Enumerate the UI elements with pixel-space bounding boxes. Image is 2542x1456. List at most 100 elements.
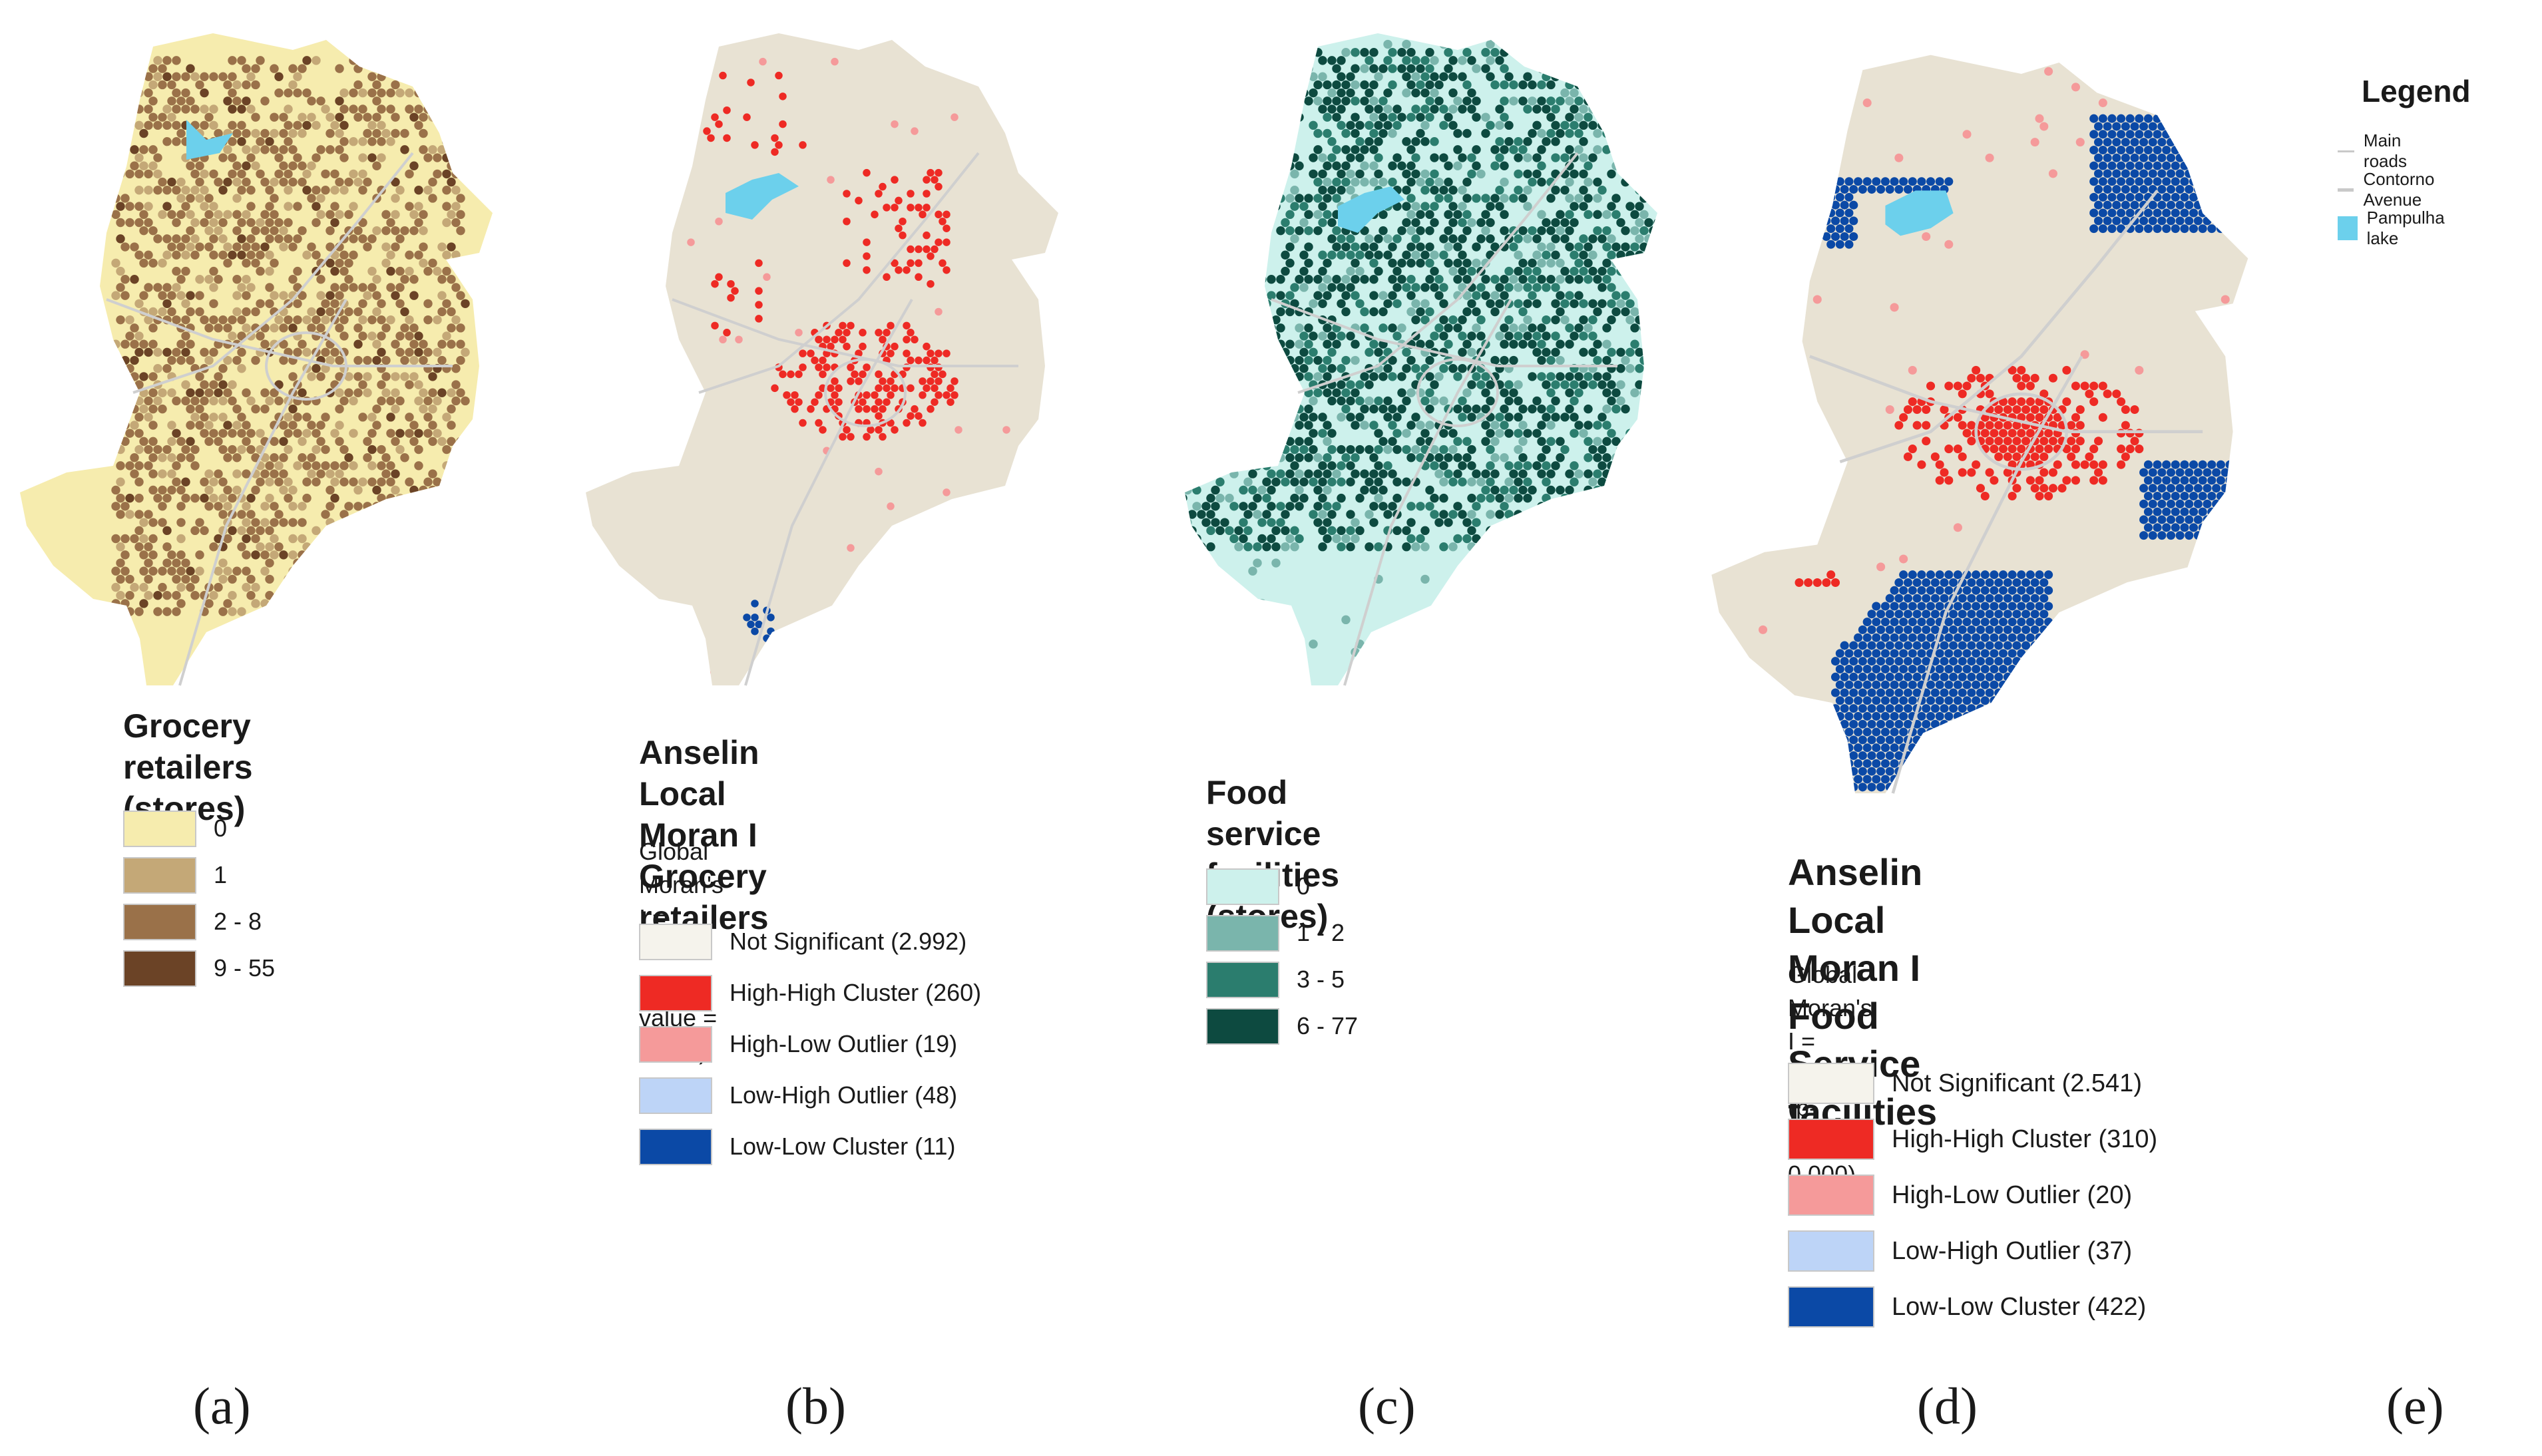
hex-cell (1430, 104, 1439, 114)
hex-cell (1038, 293, 1046, 302)
hex-cell (1285, 64, 1295, 73)
hex-cell (2189, 208, 2199, 218)
hex-cell (167, 291, 176, 300)
hex-cell (1639, 112, 1649, 122)
hex-cell (265, 493, 274, 503)
hex-cell (274, 542, 284, 552)
hex-cell (1239, 177, 1248, 187)
hex-cell (1220, 96, 1229, 106)
hex-cell (1211, 194, 1220, 203)
hex-cell (1313, 128, 1323, 138)
hex-cell (1486, 120, 1495, 130)
hex-cell (2121, 405, 2130, 415)
hex-cell (1597, 120, 1607, 130)
hex-cell (442, 526, 451, 536)
hex-cell (2098, 145, 2107, 154)
hex-cell (228, 104, 237, 114)
legend-item-c-2: 3 - 5 (1206, 960, 1345, 1000)
hex-cell (1972, 727, 1981, 737)
hex-cell (190, 413, 200, 422)
hex-cell (1579, 153, 1588, 162)
hex-cell (1215, 493, 1225, 503)
hex-cell (2003, 641, 2012, 650)
hex-cell (1663, 234, 1671, 243)
hex-cell (1980, 727, 1990, 737)
hex-cell (1607, 169, 1616, 179)
hex-cell (1885, 688, 1894, 697)
hex-cell (1570, 56, 1579, 65)
hex-cell (2112, 216, 2121, 226)
hex-cell (1976, 578, 1985, 588)
hex-cell (2139, 169, 2149, 178)
hex-cell (1490, 307, 1500, 317)
hex-cell (209, 380, 218, 389)
hex-cell (116, 315, 125, 325)
hex-cell (120, 421, 130, 430)
hex-cell (2175, 531, 2185, 540)
hex-cell (353, 502, 363, 511)
hex-cell (1197, 218, 1206, 228)
hex-cell (1360, 161, 1369, 170)
hex-cell (1616, 218, 1625, 228)
hex-cell (1458, 153, 1467, 162)
hex-cell (1894, 610, 1904, 619)
hex-cell (947, 398, 954, 406)
hex-cell (1346, 445, 1355, 455)
hex-cell (2012, 704, 2021, 713)
hex-cell (2125, 208, 2135, 218)
hex-cell (1201, 96, 1211, 106)
hex-cell (1365, 445, 1374, 455)
hex-cell (1262, 218, 1271, 228)
hex-cell (2180, 208, 2189, 218)
hex-cell (2025, 680, 2035, 689)
hex-cell (130, 421, 139, 430)
hex-cell (358, 136, 367, 146)
hex-cell (1967, 373, 1976, 383)
hex-cell (1229, 242, 1239, 252)
hex-cell (461, 347, 470, 357)
hex-cell (1215, 315, 1225, 325)
hex-cell (279, 518, 288, 527)
hex-cell (1972, 365, 1981, 375)
hex-cell (703, 669, 711, 677)
hex-cell (130, 582, 139, 592)
hex-cell (2003, 452, 2012, 461)
hex-cell (1243, 104, 1253, 114)
hex-cell (1584, 404, 1593, 414)
hex-cell (1281, 266, 1290, 276)
hex-cell (2157, 531, 2167, 540)
hex-cell (2175, 484, 2185, 493)
hex-cell (1980, 743, 1990, 753)
hex-cell (195, 194, 204, 203)
hex-cell (1958, 672, 1967, 681)
hex-cell (414, 380, 423, 389)
legend-swatch (1206, 961, 1279, 998)
hex-cell (1495, 186, 1504, 195)
hex-cell (1276, 388, 1285, 398)
hex-cell (855, 377, 863, 385)
hex-cell (1444, 242, 1453, 252)
hex-cell (1560, 186, 1570, 195)
hex-cell (2017, 397, 2026, 407)
hex-cell (116, 283, 125, 292)
hex-cell (1430, 283, 1439, 292)
hex-cell (1243, 72, 1253, 81)
hex-cell (1556, 615, 1565, 625)
hex-cell (218, 558, 228, 568)
hex-cell (1830, 735, 1840, 745)
hex-cell (237, 542, 246, 552)
hex-cell (871, 391, 879, 399)
hex-cell (405, 607, 414, 616)
hex-cell (2180, 161, 2189, 170)
hex-cell (1635, 218, 1644, 228)
hex-cell (1579, 169, 1588, 179)
hex-cell (1523, 169, 1532, 179)
hex-cell (172, 120, 181, 130)
hex-cell (1597, 461, 1607, 470)
hex-cell (1621, 161, 1630, 170)
hex-cell (1383, 413, 1392, 422)
hex-cell (2003, 625, 2012, 634)
hex-cell (335, 469, 344, 478)
hex-cell (1318, 331, 1327, 341)
hex-cell (1858, 719, 1867, 729)
